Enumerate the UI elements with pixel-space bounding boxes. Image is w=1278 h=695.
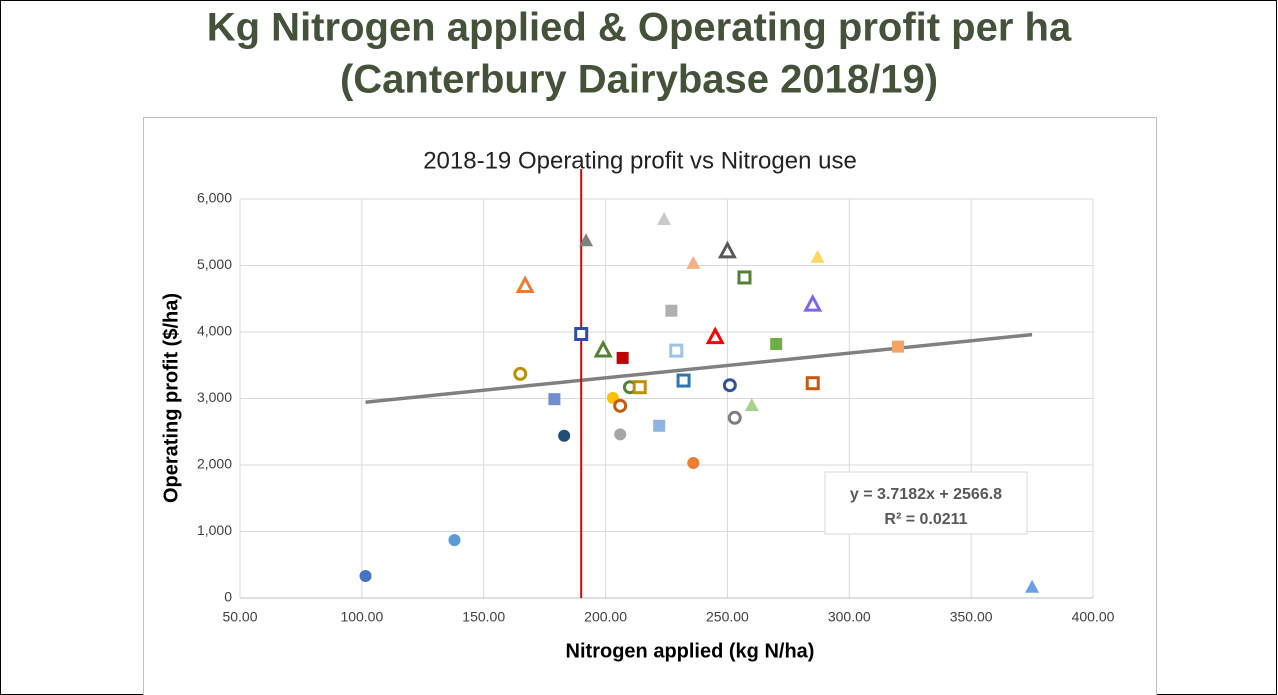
point [579, 233, 594, 247]
point [770, 337, 783, 350]
point [632, 380, 647, 395]
y-tick-label: 4,000 [197, 323, 232, 339]
point [448, 534, 461, 547]
point [676, 373, 691, 388]
point [653, 419, 666, 432]
point [1025, 579, 1040, 593]
x-tick-label: 300.00 [828, 609, 871, 625]
x-tick-label: 150.00 [462, 609, 505, 625]
point [744, 398, 759, 412]
point [558, 429, 571, 442]
point [717, 240, 737, 259]
point [805, 376, 820, 391]
grid: 0 1,000 2,000 3,000 4,000 5,000 6,000 50.00 100.… [197, 190, 1115, 625]
point [614, 428, 627, 441]
equation-label: y = 3.7182x + 2566.8 [850, 486, 1002, 503]
point [722, 378, 737, 393]
chart-frame [143, 117, 1157, 695]
x-tick-label: 100.00 [340, 609, 383, 625]
point [803, 293, 823, 312]
y-tick-label: 5,000 [197, 256, 232, 272]
x-axis-label: Nitrogen applied (kg N/ha) [566, 640, 815, 662]
y-tick-label: 6,000 [197, 190, 232, 206]
slide-title: (Canterbury Dairybase 2018/19) [340, 58, 938, 102]
equation-box [824, 471, 1028, 535]
point [705, 326, 725, 345]
point [359, 570, 372, 583]
y-tick-label: 0 [224, 589, 232, 605]
point [593, 339, 613, 358]
x-tick-label: 250.00 [706, 609, 749, 625]
point [737, 270, 752, 285]
x-tick-label: 350.00 [950, 609, 993, 625]
point [613, 398, 628, 413]
r2-label: R² = 0.0211 [884, 511, 967, 528]
point [616, 351, 629, 364]
x-tick-label: 50.00 [222, 609, 257, 625]
point [669, 343, 684, 358]
trendline [365, 332, 1033, 404]
point [810, 249, 825, 263]
y-tick-label: 2,000 [197, 456, 232, 472]
point [727, 410, 742, 425]
x-tick-label: 400.00 [1072, 609, 1115, 625]
point [515, 275, 535, 293]
point [574, 326, 589, 341]
y-tick-label: 1,000 [197, 522, 232, 538]
point [687, 457, 700, 470]
plot [359, 169, 1040, 598]
y-tick-label: 3,000 [197, 389, 232, 405]
point [686, 255, 701, 269]
x-tick-label: 200.00 [584, 609, 627, 625]
point [657, 211, 672, 225]
point [513, 366, 528, 381]
chart-title: 2018-19 Operating profit vs Nitrogen use [423, 147, 857, 174]
y-axis-label: Operating profit ($/ha) [160, 293, 182, 503]
slide-title: Kg Nitrogen applied & Operating profit p… [207, 6, 1072, 50]
point [665, 304, 678, 317]
point [548, 393, 561, 406]
point [892, 340, 905, 353]
